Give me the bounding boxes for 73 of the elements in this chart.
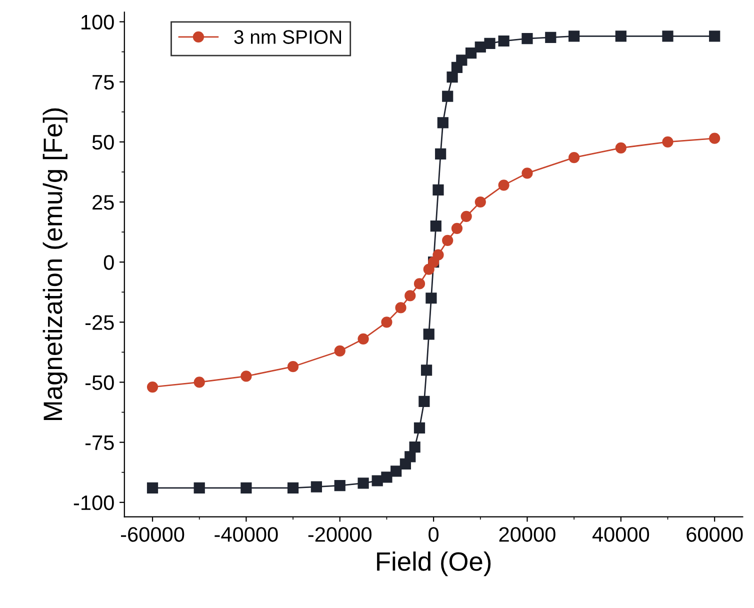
- point: [446, 71, 458, 83]
- point: [484, 38, 496, 49]
- point: [615, 142, 626, 154]
- point: [545, 32, 556, 43]
- legend-label: 3 nm SPION: [234, 30, 342, 44]
- point: [404, 290, 416, 302]
- point: [426, 292, 437, 304]
- point: [432, 184, 444, 196]
- y-tick-label: -75: [86, 436, 114, 450]
- point: [409, 442, 420, 453]
- point: [437, 117, 448, 128]
- x-tick-label: -40000: [214, 527, 278, 542]
- point: [390, 466, 402, 477]
- point: [334, 345, 346, 357]
- point: [474, 196, 486, 208]
- point: [240, 482, 252, 494]
- point: [287, 361, 299, 372]
- point: [709, 30, 720, 42]
- point: [709, 132, 720, 144]
- y-tick-label: 50: [92, 134, 114, 150]
- point: [430, 220, 442, 232]
- point: [662, 30, 674, 42]
- y-tick-label: -100: [74, 495, 114, 510]
- point: [460, 210, 472, 222]
- point: [498, 180, 510, 191]
- x-tick-label: -20000: [308, 527, 372, 542]
- point: [418, 396, 430, 408]
- point: [435, 148, 446, 160]
- point: [381, 316, 392, 328]
- y-tick-label: 0: [104, 255, 114, 270]
- point: [146, 482, 158, 494]
- point: [423, 328, 434, 340]
- point: [568, 152, 580, 164]
- x-tick-label: 40000: [592, 527, 650, 542]
- point: [310, 481, 322, 492]
- point: [414, 422, 426, 434]
- point: [432, 249, 444, 260]
- point: [381, 472, 392, 483]
- point: [662, 136, 674, 148]
- point: [194, 376, 205, 388]
- y-tick-label: 100: [82, 14, 114, 30]
- point: [358, 478, 369, 489]
- point: [395, 302, 406, 314]
- point: [451, 222, 463, 234]
- point: [442, 90, 454, 102]
- point: [358, 333, 369, 345]
- y-tick-label: 75: [92, 75, 114, 90]
- point: [414, 278, 426, 290]
- x-axis-title: Field (Oe): [377, 552, 491, 576]
- point: [420, 364, 432, 376]
- point: [334, 480, 346, 492]
- y-axis-title: Magnetization (emu/g [Fe]): [42, 108, 68, 420]
- x-tick-label: 20000: [499, 527, 556, 542]
- point: [522, 33, 533, 44]
- point: [146, 381, 158, 393]
- point: [194, 482, 205, 494]
- y-tick-label: 25: [92, 195, 114, 210]
- point: [442, 234, 454, 246]
- point: [240, 370, 252, 382]
- point: [465, 47, 477, 59]
- point: [404, 451, 416, 462]
- point: [568, 30, 580, 42]
- point: [498, 35, 510, 47]
- point: [615, 30, 626, 42]
- point: [456, 54, 468, 66]
- x-tick-label: 0: [428, 527, 439, 542]
- y-tick-label: -50: [86, 375, 114, 390]
- point: [287, 482, 299, 494]
- point: [522, 168, 533, 179]
- x-tick-label: 60000: [686, 527, 743, 542]
- x-tick-label: -60000: [121, 527, 184, 542]
- y-tick-label: -25: [86, 315, 114, 330]
- point: [372, 475, 383, 486]
